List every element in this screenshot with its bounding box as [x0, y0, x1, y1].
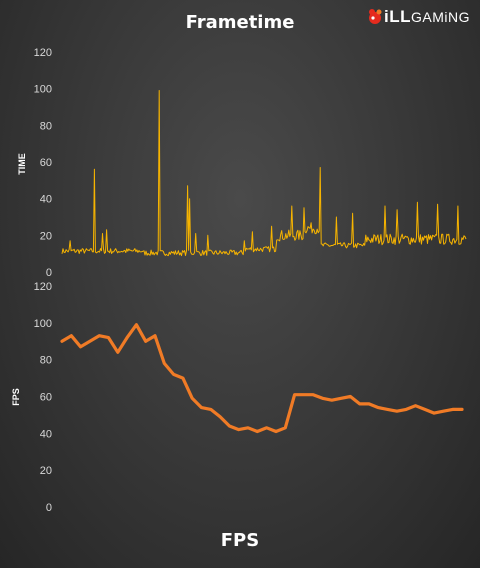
fps-series-line	[60, 323, 464, 434]
y-tick-label: 60	[40, 392, 52, 404]
illgaming-logo: iLLGAMiNG	[366, 6, 470, 28]
fps-chart: 0 20 40 60 80 100 120 FPS	[11, 281, 464, 514]
mascot-logo-icon	[369, 9, 382, 24]
y-tick-label: 120	[34, 47, 52, 59]
y-tick-label: 0	[46, 502, 52, 514]
frametime-chart-title: Frametime	[185, 12, 295, 33]
y-tick-label: 0	[46, 267, 52, 279]
y-tick-label: 20	[40, 465, 52, 477]
fps-y-axis-label: FPS	[11, 388, 21, 406]
y-tick-label: 60	[40, 157, 52, 169]
frametime-series-line	[61, 90, 467, 257]
y-tick-label: 80	[40, 355, 52, 367]
y-tick-label: 120	[34, 281, 52, 293]
logo-wordmark: iLLGAMiNG	[384, 7, 470, 27]
fps-chart-title: FPS	[220, 530, 260, 551]
y-tick-label: 40	[40, 428, 52, 440]
frametime-chart: 0 20 40 60 80 100 120 TIME	[17, 47, 467, 279]
y-tick-label: 40	[40, 194, 52, 206]
y-tick-label: 100	[34, 84, 52, 96]
y-tick-label: 100	[34, 318, 52, 330]
logo-suffix: GAMiNG	[411, 9, 470, 25]
logo-prefix: iLL	[384, 7, 411, 26]
frametime-y-axis-label: TIME	[17, 153, 27, 175]
y-tick-label: 80	[40, 120, 52, 132]
y-tick-label: 20	[40, 230, 52, 242]
